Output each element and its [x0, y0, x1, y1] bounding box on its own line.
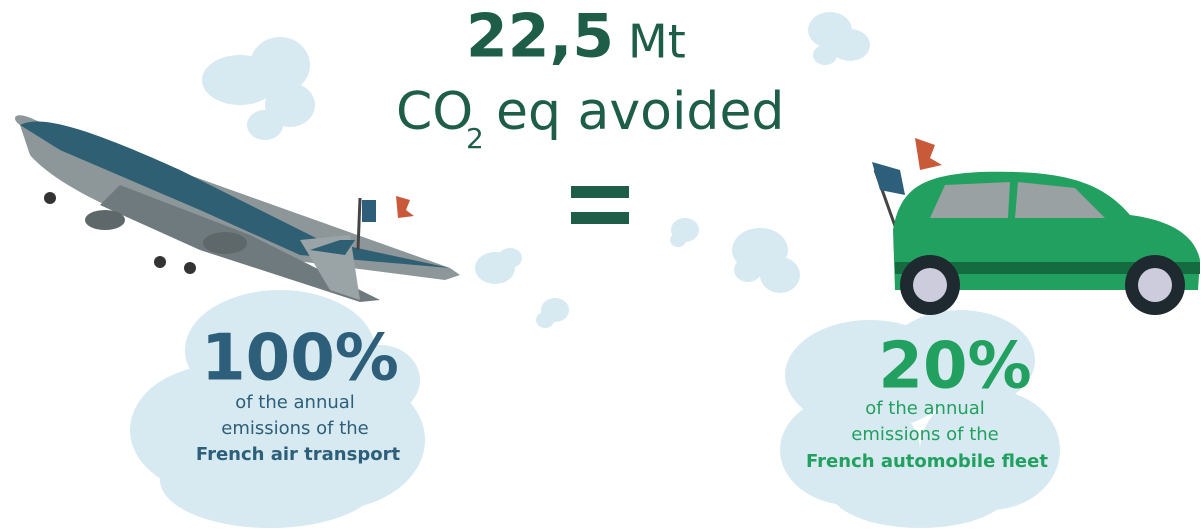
right-percent: 20% [878, 330, 1031, 404]
cloud [670, 218, 699, 247]
headline-unit: Mt [628, 15, 686, 69]
left-line: emissions of the [221, 418, 369, 439]
headline-subscript: 2 [466, 122, 484, 155]
cloud [202, 37, 315, 140]
clouds [130, 12, 1060, 528]
equals-sign [571, 186, 629, 224]
left-percent: 100% [201, 322, 399, 396]
cloud-large [130, 290, 425, 528]
headline-amount: 22,5 [466, 2, 614, 72]
right-line: French automobile fleet [806, 451, 1048, 472]
left-line: French air transport [196, 444, 401, 465]
airplane [15, 115, 460, 302]
headline-gas: CO [396, 82, 473, 142]
right-line: emissions of the [851, 424, 999, 445]
left-line: of the annual [235, 392, 355, 413]
car [872, 138, 1200, 315]
headline-suffix: eq avoided [496, 82, 784, 142]
cloud-large [780, 310, 1060, 528]
cloud [808, 12, 870, 65]
cloud [732, 228, 800, 293]
cloud [475, 248, 522, 284]
right-line: of the annual [865, 398, 985, 419]
cloud [536, 298, 569, 328]
